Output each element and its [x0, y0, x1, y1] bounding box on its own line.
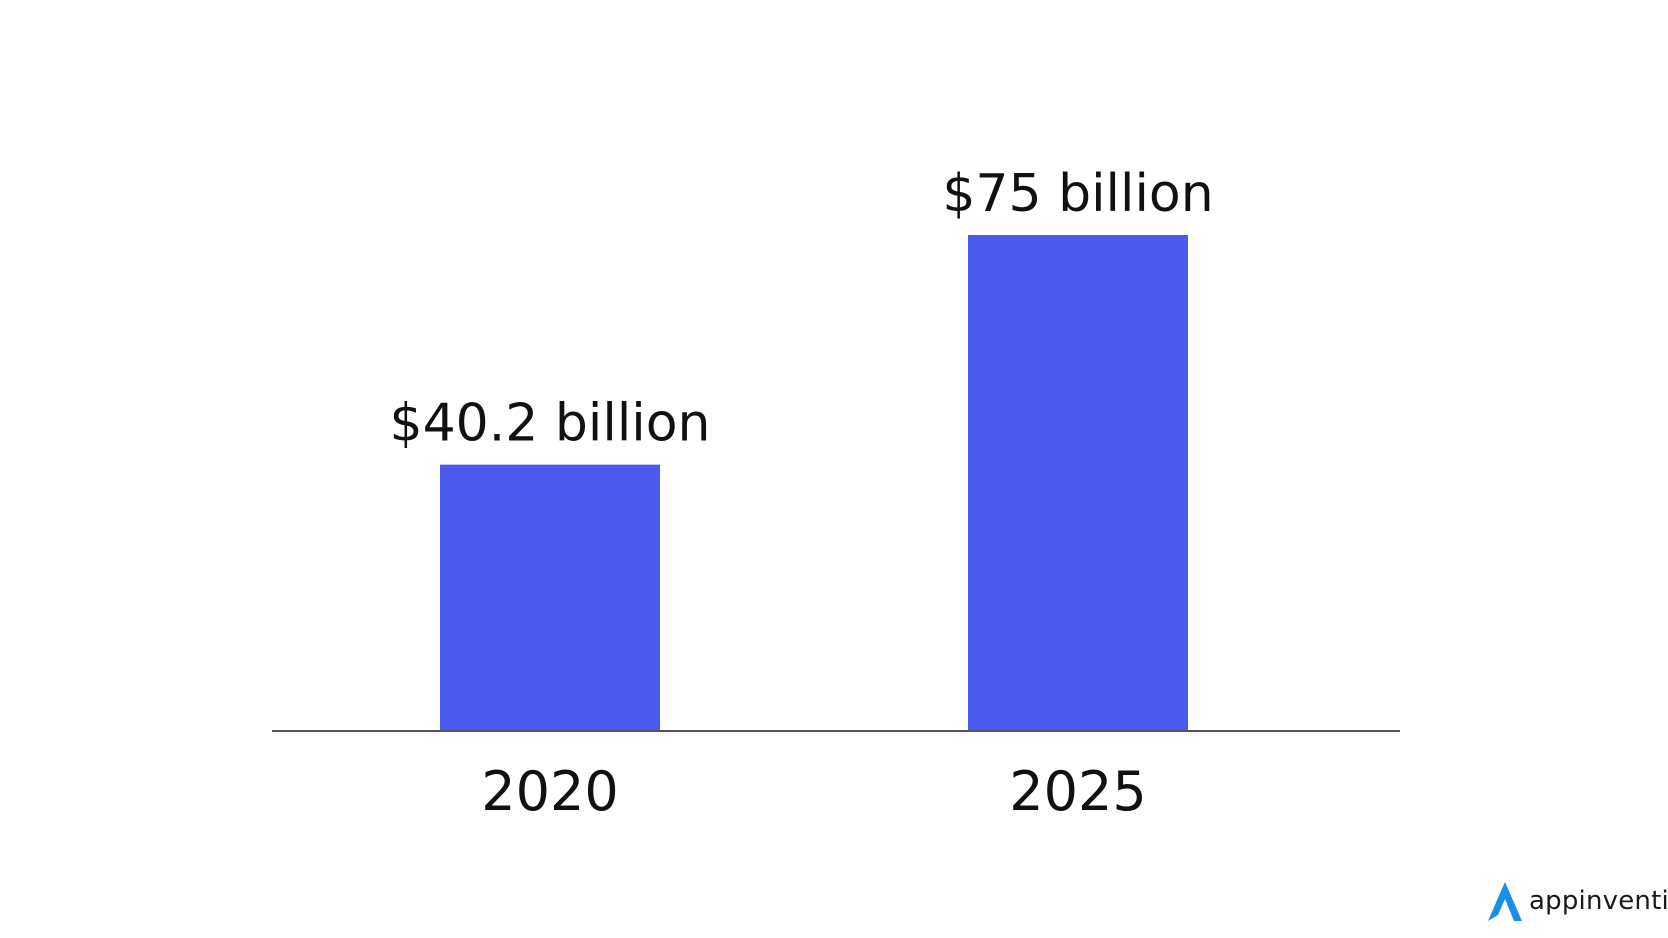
- bar-2020: [440, 464, 660, 730]
- data-label-2025: $75 billion: [942, 164, 1213, 224]
- x-tick-label-2020: 2020: [481, 760, 618, 823]
- logo-text: appinventiv: [1529, 886, 1668, 916]
- data-label-2020: $40.2 billion: [390, 394, 711, 454]
- x-tick-label-2025: 2025: [1009, 760, 1146, 823]
- bars-group: [440, 235, 1188, 730]
- x-tick-labels-group: 2020 2025: [481, 760, 1146, 823]
- bar-2025: [968, 235, 1188, 730]
- appinventiv-logo-icon: [1488, 882, 1522, 921]
- appinventiv-logo: appinventiv: [1485, 878, 1668, 924]
- value-labels-group: $40.2 billion $75 billion: [390, 164, 1214, 454]
